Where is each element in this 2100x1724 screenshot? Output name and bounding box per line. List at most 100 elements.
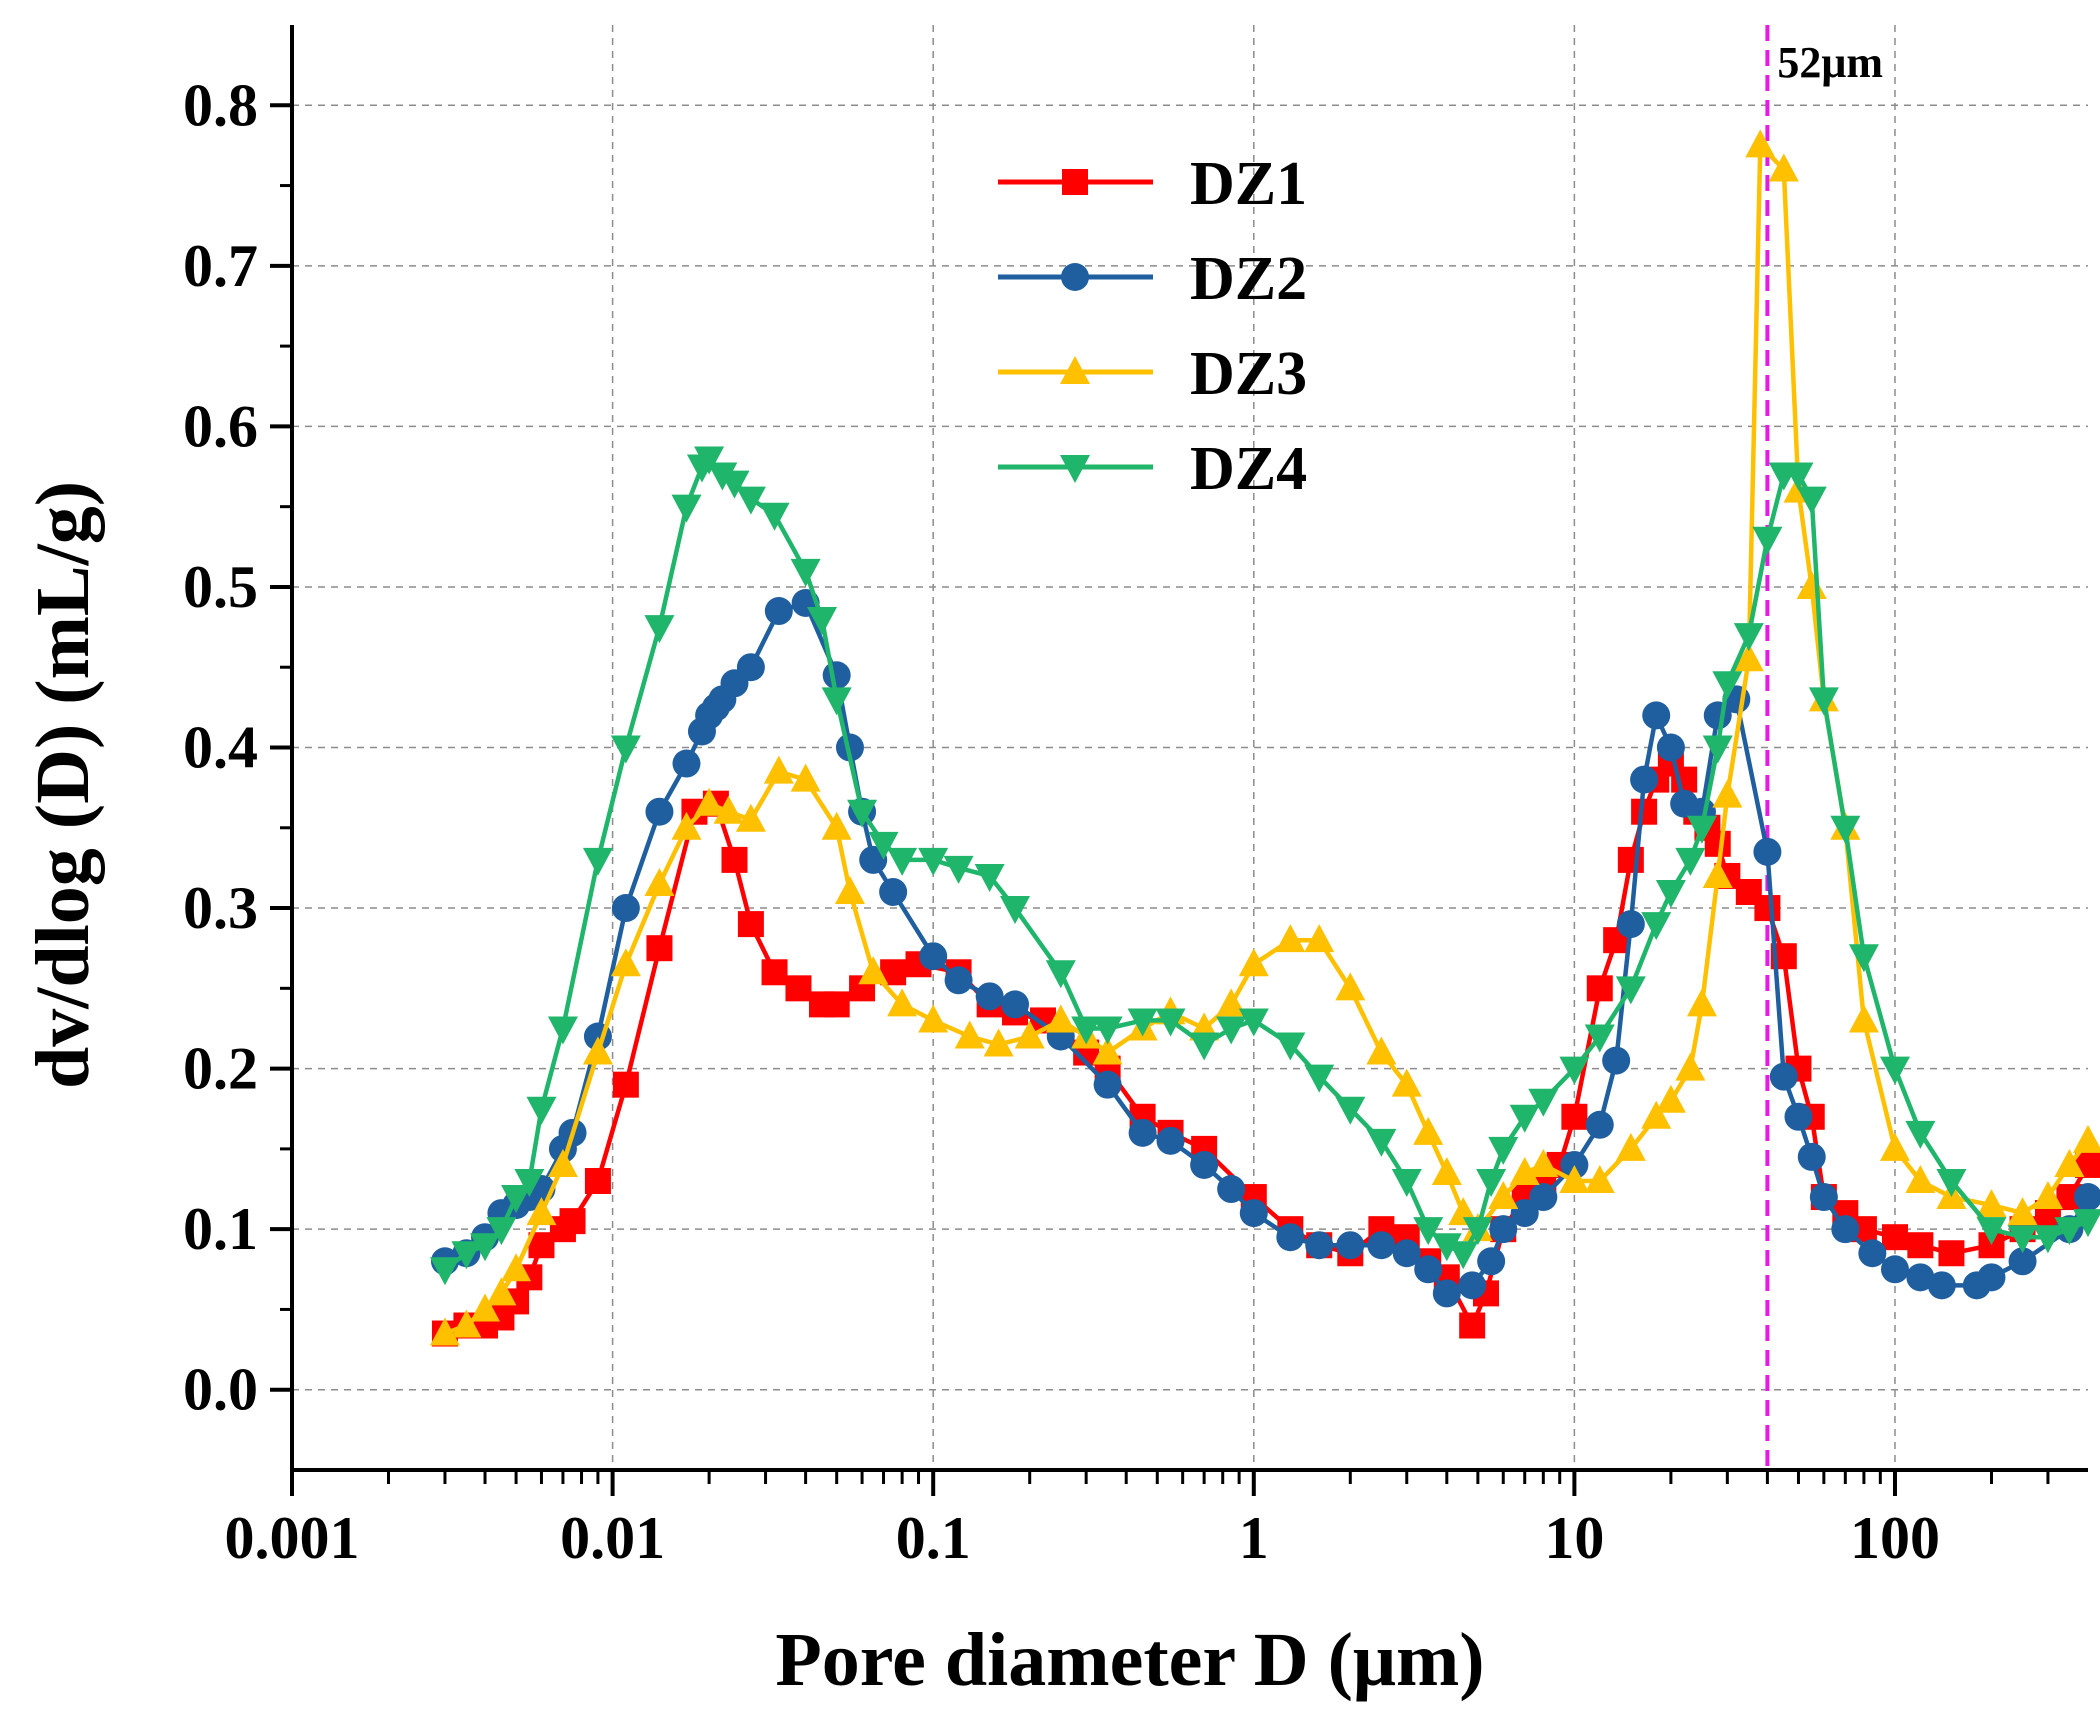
legend-label: DZ4: [1190, 435, 1307, 503]
data-point-dz4: [868, 831, 899, 860]
data-point-dz3: [713, 795, 744, 824]
data-point-dz1: [721, 846, 748, 873]
data-point-dz4: [1238, 1008, 1269, 1037]
x-tick-label: 1: [1239, 1505, 1269, 1571]
data-point-dz3: [1733, 643, 1764, 672]
data-point-dz1: [559, 1208, 586, 1235]
y-tick-label: 0.5: [183, 554, 258, 620]
data-point-dz3: [1045, 1004, 1076, 1033]
data-point-dz3: [526, 1197, 557, 1226]
data-point-dz3: [1584, 1165, 1615, 1193]
data-point-dz4: [1686, 815, 1717, 844]
data-point-dz2: [1585, 1110, 1614, 1139]
data-point-dz2: [1880, 1255, 1909, 1284]
y-tick-label: 0.1: [183, 1196, 258, 1262]
data-point-dz3: [1391, 1068, 1422, 1097]
data-point-dz3: [1528, 1148, 1559, 1177]
series-dz3: [429, 129, 2100, 1346]
data-point-dz3: [887, 988, 918, 1017]
data-point-dz1: [785, 975, 812, 1002]
data-point-dz4: [759, 502, 790, 531]
data-point-dz2: [1367, 1231, 1396, 1260]
data-point-dz4: [2007, 1225, 2038, 1254]
data-point-dz3: [2007, 1197, 2038, 1226]
data-point-dz3: [1796, 570, 1827, 599]
data-point-dz4: [1879, 1056, 1910, 1085]
data-point-dz3: [1366, 1036, 1397, 1065]
data-point-dz4: [1216, 1016, 1247, 1045]
data-point-dz4: [974, 863, 1005, 892]
data-point-dz3: [954, 1020, 985, 1049]
data-point-dz2: [1769, 1062, 1798, 1091]
series-line-dz1: [444, 761, 2090, 1336]
data-point-dz2: [1458, 1271, 1487, 1300]
data-point-dz4: [847, 799, 878, 828]
data-point-dz2: [1432, 1279, 1461, 1308]
data-point-dz1: [1617, 846, 1644, 873]
data-point-dz3: [858, 956, 889, 985]
data-point-dz1: [1881, 1224, 1908, 1251]
data-point-dz3: [501, 1253, 532, 1282]
data-point-dz2: [1797, 1142, 1826, 1171]
data-point-dz3: [763, 755, 794, 784]
data-point-dz2: [1858, 1239, 1887, 1268]
data-point-dz4: [1391, 1169, 1422, 1197]
data-point-dz4: [610, 735, 641, 764]
data-point-dz4: [671, 494, 702, 523]
data-point-dz3: [918, 1004, 949, 1033]
data-point-dz2: [764, 597, 793, 626]
data-point-dz4: [707, 462, 738, 491]
data-point-dz2: [1642, 701, 1671, 730]
y-tick-label: 0.6: [183, 393, 258, 459]
data-point-dz4: [1712, 671, 1743, 700]
data-point-dz2: [1001, 990, 1030, 1019]
data-point-dz4: [451, 1241, 482, 1270]
data-point-dz3: [1559, 1165, 1590, 1193]
data-point-dz1: [1586, 975, 1613, 1002]
data-point-dz4: [582, 847, 613, 876]
y-tick-label: 0.7: [183, 233, 258, 299]
data-point-dz1: [646, 935, 673, 962]
data-point-dz3: [834, 876, 865, 904]
data-point-dz2: [1190, 1150, 1219, 1179]
data-point-dz3: [1905, 1165, 1936, 1193]
data-point-dz3: [1768, 153, 1799, 182]
data-point-dz3: [2032, 1181, 2063, 1210]
data-point-dz2: [975, 982, 1004, 1011]
data-point-dz4: [644, 615, 675, 644]
data-point-dz4: [470, 1233, 501, 1262]
data-point-dz3: [1879, 1132, 1910, 1161]
data-point-dz4: [1275, 1032, 1306, 1061]
data-point-dz4: [429, 1257, 460, 1286]
data-point-dz4: [1431, 1233, 1462, 1262]
data-point-dz3: [2054, 1148, 2085, 1177]
data-point-dz1: [761, 959, 788, 986]
data-point-dz4: [1783, 462, 1814, 491]
data-point-dz4: [526, 1096, 557, 1125]
data-point-dz1: [612, 1071, 639, 1098]
data-point-dz2: [1336, 1231, 1365, 1260]
data-point-dz4: [1092, 1016, 1123, 1045]
data-point-dz3: [1976, 1189, 2007, 1218]
data-point-dz1: [1459, 1312, 1486, 1339]
data-point-dz1: [1561, 1103, 1588, 1130]
data-point-dz2: [1560, 1150, 1589, 1179]
data-point-dz3: [547, 1148, 578, 1177]
legend-marker: [1061, 263, 1089, 291]
data-point-dz1: [1907, 1232, 1934, 1259]
legend: DZ1 DZ2 DZ3 DZ4: [998, 150, 1307, 503]
data-point-dz2: [944, 966, 973, 995]
data-point-dz3: [821, 811, 852, 840]
data-point-dz4: [1675, 847, 1706, 876]
x-tick-label: 10: [1544, 1505, 1604, 1571]
data-point-dz2: [2074, 1183, 2100, 1212]
data-point-dz3: [1641, 1100, 1672, 1129]
data-point-dz2: [1630, 765, 1659, 794]
data-point-dz4: [1413, 1217, 1444, 1246]
data-point-dz4: [719, 470, 750, 499]
y-tick-label: 0.2: [183, 1036, 258, 1102]
data-point-dz3: [1686, 988, 1717, 1017]
data-point-dz2: [1510, 1199, 1539, 1228]
data-point-dz2: [611, 894, 640, 923]
